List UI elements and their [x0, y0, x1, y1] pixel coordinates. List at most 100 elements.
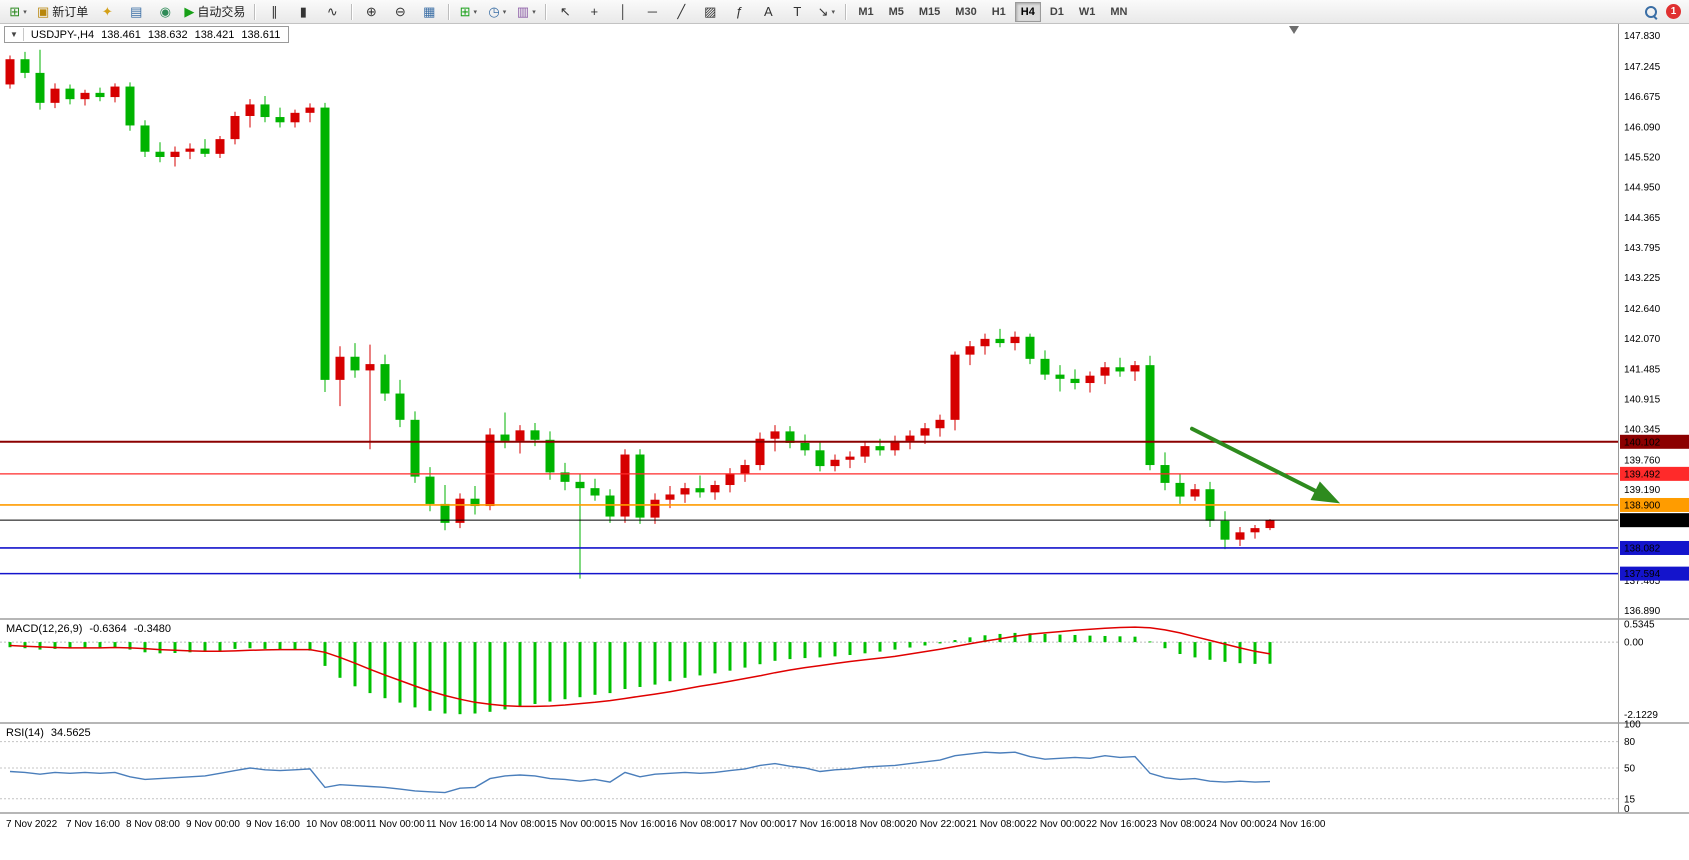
trend-arrow-annotation[interactable]: [1190, 426, 1341, 504]
macd-bar: [503, 642, 507, 710]
rsi-value: 34.5625: [50, 727, 91, 739]
timeframe-w1-button[interactable]: W1: [1078, 5, 1096, 18]
candle-body: [890, 440, 900, 451]
candle-body: [680, 488, 690, 495]
candle-body: [1175, 482, 1185, 497]
horizontal-line-137.594[interactable]: 137.594: [0, 566, 1689, 581]
price-axis-label: 143.795: [1624, 243, 1661, 254]
candle-body: [200, 148, 210, 154]
zoom-out-button[interactable]: ⊖: [386, 1, 414, 23]
line-chart-button[interactable]: ∿: [318, 1, 346, 23]
high-value: 138.632: [147, 28, 188, 41]
timeframe-mn-button[interactable]: MN: [1110, 5, 1128, 18]
price-line-badge-label: 138.082: [1624, 543, 1661, 554]
timeframe-h1-button[interactable]: H1: [991, 5, 1006, 18]
crosshair-button[interactable]: +: [580, 1, 608, 23]
candle-body: [155, 151, 165, 157]
candle-body: [740, 465, 750, 474]
price-axis-label: 146.675: [1624, 92, 1661, 103]
navigator-button[interactable]: ✦: [93, 1, 121, 23]
candle-body: [290, 112, 300, 123]
macd-bar: [248, 642, 252, 649]
macd-bar: [1073, 634, 1077, 643]
macd-bar: [863, 642, 867, 654]
macd-bar: [1043, 633, 1047, 643]
horizontal-line-140.102[interactable]: 140.102: [0, 434, 1689, 449]
time-axis-label: 15 Nov 16:00: [606, 819, 666, 830]
zoom-in-button[interactable]: ⊕: [357, 1, 385, 23]
auto-trading-button[interactable]: ▶ 自动交易: [180, 1, 249, 23]
main-toolbar: ⊞ ▾ ▣ 新订单 ✦ ▤ ◉ ▶ 自动交易 ∥ ▮ ∿ ⊕ ⊖ ▦ ⊞ ▾ ◷ ▾ ▥ ▾ ↖ + │ ─ ╱ ▨ ƒ A T ↘ ▾ M1 M…: [0, 0, 1689, 24]
timeframe-m15-button[interactable]: M15: [918, 5, 941, 18]
channel-button[interactable]: ▨: [696, 1, 724, 23]
templates-button[interactable]: ▥ ▾: [512, 1, 540, 23]
timeframe-d1-button[interactable]: D1: [1049, 5, 1064, 18]
horizontal-line-138.900[interactable]: 138.900: [0, 497, 1689, 512]
macd-bar: [818, 642, 822, 658]
macd-signal-value: -0.3480: [133, 623, 172, 635]
horizontal-line-139.492[interactable]: 139.492: [0, 466, 1689, 481]
macd-bar: [578, 642, 582, 698]
macd-bar: [1028, 633, 1032, 643]
periods-button[interactable]: ◷ ▾: [483, 1, 511, 23]
channel-icon: ▨: [704, 3, 717, 19]
macd-bar: [623, 642, 627, 690]
candle-body: [80, 92, 90, 100]
label-button[interactable]: T: [783, 1, 811, 23]
time-axis-label: 9 Nov 00:00: [186, 819, 240, 830]
new-order-button[interactable]: ▣ 新订单: [33, 1, 92, 23]
candle-body: [590, 488, 600, 496]
time-axis-label: 24 Nov 00:00: [1206, 819, 1266, 830]
macd-signal-line: [9, 626, 1271, 708]
macd-bar: [383, 642, 387, 699]
horizontal-line-138.082[interactable]: 138.082: [0, 540, 1689, 555]
candle-body: [965, 346, 975, 355]
zoom-in-icon: ⊕: [365, 3, 377, 19]
candle-body: [320, 107, 330, 380]
vertical-line-button[interactable]: │: [609, 1, 637, 23]
one-click-trading-toggle-icon[interactable]: ▼: [7, 28, 24, 41]
macd-bar: [1118, 636, 1122, 643]
timeframe-m5-button[interactable]: M5: [888, 5, 904, 18]
macd-bar: [173, 642, 177, 653]
candle-body: [275, 117, 285, 123]
play-icon: ▶: [184, 3, 195, 19]
fibonacci-button[interactable]: ƒ: [725, 1, 753, 23]
macd-bar: [983, 635, 987, 643]
rsi-indicator-header: RSI(14) 34.5625: [6, 727, 91, 739]
time-axis-label: 15 Nov 00:00: [546, 819, 606, 830]
cursor-button[interactable]: ↖: [551, 1, 579, 23]
indicators-button[interactable]: ⊞ ▾: [454, 1, 482, 23]
text-button[interactable]: A: [754, 1, 782, 23]
time-axis-label: 9 Nov 16:00: [246, 819, 300, 830]
price-axis-label: 143.225: [1624, 273, 1661, 284]
candle-body: [5, 59, 15, 85]
timeframe-m1-button[interactable]: M1: [858, 5, 874, 18]
candle-body: [575, 481, 585, 489]
rsi-axis-label: 100: [1624, 720, 1641, 731]
arrows-button[interactable]: ↘ ▾: [812, 1, 840, 23]
tile-windows-button[interactable]: ▦: [415, 1, 443, 23]
price-axis-label: 144.950: [1624, 182, 1661, 193]
toolbar-right-group: 1: [1644, 4, 1685, 19]
macd-bar: [893, 642, 897, 650]
market-watch-button[interactable]: ▤: [122, 1, 150, 23]
data-window-button[interactable]: ◉: [151, 1, 179, 23]
timeframe-m30-button[interactable]: M30: [955, 5, 977, 18]
search-icon[interactable]: [1644, 5, 1658, 19]
crosshair-icon: +: [590, 3, 599, 19]
trendline-button[interactable]: ╱: [667, 1, 695, 23]
horizontal-line-button[interactable]: ─: [638, 1, 666, 23]
macd-bar: [1148, 641, 1152, 643]
macd-bar: [683, 642, 687, 678]
bar-chart-button[interactable]: ∥: [260, 1, 288, 23]
notification-badge[interactable]: 1: [1666, 4, 1681, 19]
candle-body: [695, 488, 705, 493]
candlestick-button[interactable]: ▮: [289, 1, 317, 23]
candle-body: [425, 476, 435, 504]
timeframe-h4-button[interactable]: H4: [1014, 1, 1041, 22]
price-line-badge: [1620, 434, 1689, 449]
candles-series: [5, 49, 1275, 579]
new-chart-button[interactable]: ⊞ ▾: [4, 1, 32, 23]
macd-bar: [203, 642, 207, 652]
